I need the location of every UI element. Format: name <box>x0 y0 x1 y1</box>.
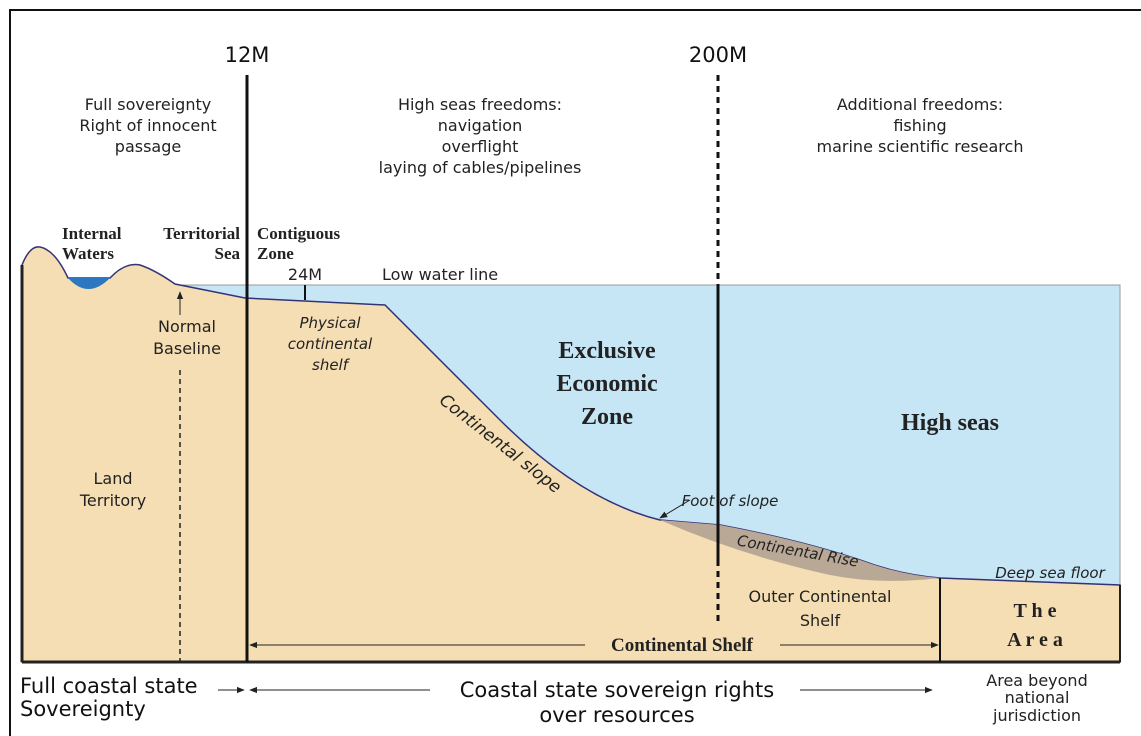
note: fishing <box>893 116 946 135</box>
bottom-label: Sovereignty <box>20 697 146 721</box>
label: 24M <box>288 265 322 284</box>
frame <box>9 9 1141 736</box>
note: Full sovereignty <box>85 95 211 114</box>
label: Shelf <box>800 611 841 630</box>
label: Physical <box>299 314 361 332</box>
zone-label: Contiguous <box>257 224 341 243</box>
zone-label: Internal <box>62 224 122 243</box>
zone-label: Exclusive <box>558 338 656 364</box>
zone-label: T h e <box>1014 600 1057 622</box>
zone-label: Zone <box>581 404 633 430</box>
label: continental <box>288 335 373 353</box>
bottom-label: Full coastal state <box>20 674 198 698</box>
label: Deep sea floor <box>995 564 1105 582</box>
zone-label: Sea <box>215 244 241 263</box>
label: Low water line <box>382 265 498 284</box>
note: marine scientific research <box>817 137 1024 156</box>
label: Land <box>93 469 132 488</box>
label: Outer Continental <box>749 587 892 606</box>
zone-label: Economic <box>556 371 658 397</box>
note: passage <box>115 137 181 156</box>
foot-arrow <box>659 499 691 519</box>
zone-label: A r e a <box>1007 629 1063 651</box>
note: laying of cables/pipelines <box>379 158 582 177</box>
zone-label: Waters <box>62 244 114 263</box>
label: Territory <box>79 491 146 510</box>
label: Baseline <box>153 339 221 358</box>
zone-label: Continental Shelf <box>611 635 754 656</box>
bottom-label: over resources <box>539 703 694 727</box>
zone-label: Zone <box>257 244 294 263</box>
note: Right of innocent <box>79 116 216 135</box>
zone-label: Territorial <box>163 224 240 243</box>
bottom-label: Coastal state sovereign rights <box>460 678 774 702</box>
label: Area beyond <box>986 671 1087 690</box>
label: Foot of slope <box>682 492 779 510</box>
note: High seas freedoms: <box>398 95 562 114</box>
shelf-label-bg <box>585 632 780 658</box>
note: Additional freedoms: <box>837 95 1003 114</box>
note: navigation <box>438 116 522 135</box>
zone-label: High seas <box>901 410 999 436</box>
internal-water <box>68 278 110 289</box>
limit-label: 12M <box>225 43 270 67</box>
label: jurisdiction <box>992 706 1081 725</box>
label: national <box>1005 688 1070 707</box>
note: overflight <box>442 137 519 156</box>
limit-label: 200M <box>689 43 747 67</box>
label: shelf <box>312 356 351 374</box>
continental-rise-shape <box>660 520 940 581</box>
label: Normal <box>158 317 216 336</box>
